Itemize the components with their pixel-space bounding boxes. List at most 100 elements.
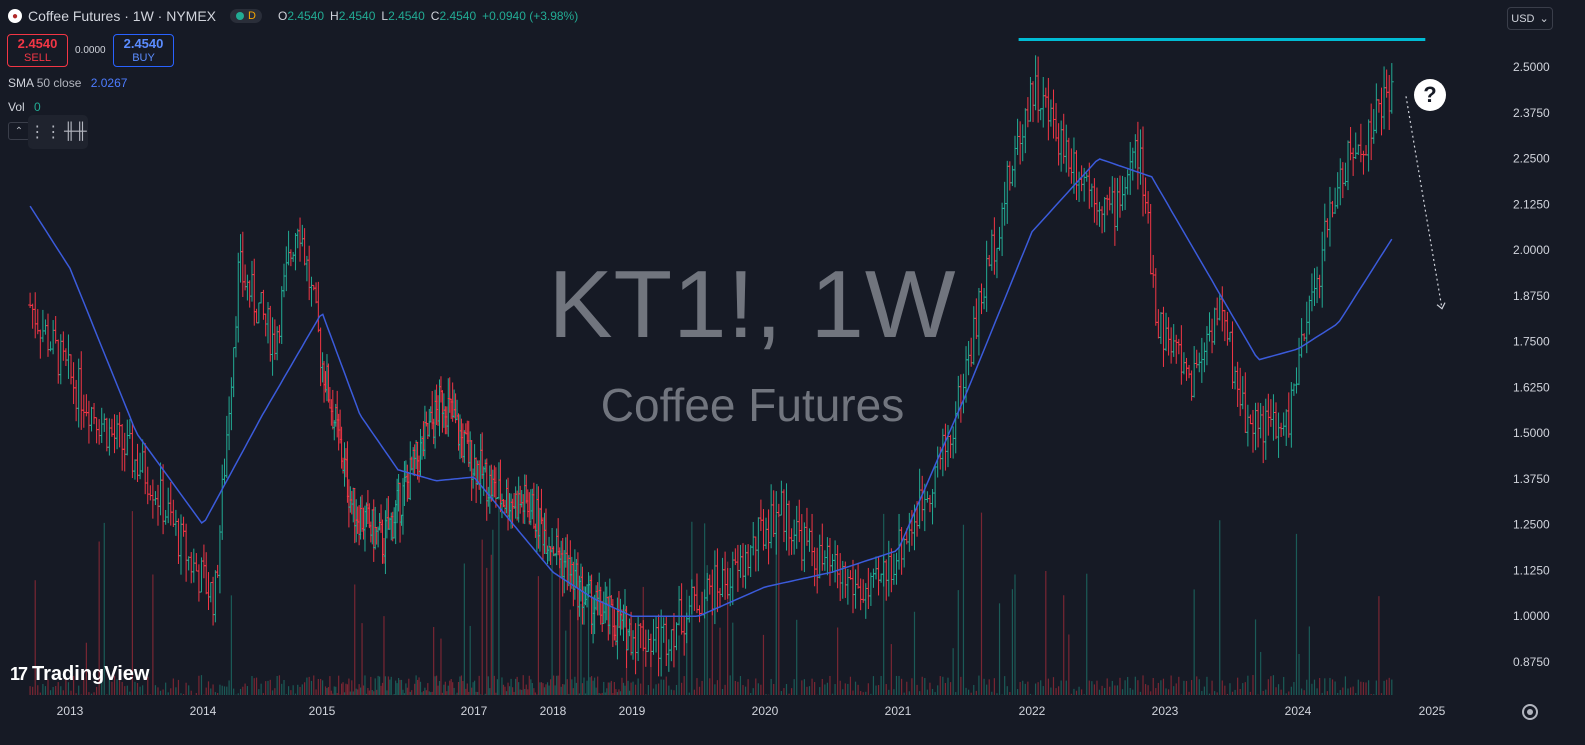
ohlc-bar bbox=[633, 623, 638, 675]
ohlc-bar bbox=[1117, 175, 1122, 218]
ohlc-bar bbox=[735, 544, 740, 592]
price-tick-label: 0.8750 bbox=[1513, 655, 1550, 669]
projection-arrowhead bbox=[1436, 302, 1446, 310]
price-tick-label: 1.0000 bbox=[1513, 609, 1550, 623]
ohlc-bar bbox=[1007, 161, 1012, 191]
ohlc-bar bbox=[1143, 177, 1148, 214]
ohlc-bar bbox=[215, 564, 220, 578]
ohlc-bar bbox=[1102, 197, 1107, 233]
ohlc-bar bbox=[1376, 99, 1381, 113]
ohlc-bar bbox=[1353, 132, 1358, 160]
ohlc-bar bbox=[204, 552, 209, 595]
ohlc-bar bbox=[138, 452, 143, 480]
chart-type-pill[interactable]: ⋮⋮ ╫╫ bbox=[28, 115, 88, 149]
ohlc-bar bbox=[1023, 108, 1028, 154]
price-tick-label: 1.1250 bbox=[1513, 563, 1550, 577]
ohlc-bar bbox=[738, 544, 743, 578]
market-status[interactable]: D bbox=[230, 9, 262, 23]
ohlc-bar bbox=[700, 591, 705, 616]
question-icon[interactable]: ? bbox=[1414, 79, 1446, 111]
ohlc-bar bbox=[858, 578, 863, 611]
drag-handle-icon[interactable]: ⋮⋮ bbox=[29, 124, 62, 141]
ohlc-bar bbox=[1330, 200, 1335, 218]
ohlc-bar bbox=[897, 513, 902, 570]
ohlc-bar bbox=[1141, 126, 1146, 217]
ohlc-bar bbox=[651, 618, 656, 655]
ohlc-bar bbox=[850, 559, 855, 614]
ohlc-bar bbox=[1051, 89, 1056, 139]
ohlc-bar bbox=[794, 505, 799, 549]
ohlc-bar bbox=[1100, 206, 1105, 234]
ohlc-bar bbox=[166, 487, 171, 524]
ohlc-bar bbox=[815, 547, 820, 594]
buy-button[interactable]: 2.4540 BUY bbox=[113, 34, 174, 67]
time-tick-label: 2015 bbox=[309, 704, 336, 718]
ohlc-bar bbox=[758, 499, 763, 532]
ohlc-bar bbox=[1064, 124, 1069, 173]
symbol-legend: ● Coffee Futures · 1W · NYMEX D O2.4540 … bbox=[8, 8, 578, 24]
volume-legend[interactable]: Vol 0 bbox=[8, 100, 41, 114]
ohlc-bar bbox=[1369, 103, 1374, 161]
ohlc-bar bbox=[145, 466, 150, 505]
ohlc-bar bbox=[1333, 187, 1338, 214]
tradingview-logo[interactable]: 17 TradingView bbox=[10, 663, 150, 685]
ohlc-bar bbox=[712, 550, 717, 625]
ohlc-bar bbox=[825, 537, 830, 576]
ohlc-bar bbox=[948, 434, 953, 459]
candles-icon[interactable]: ╫╫ bbox=[63, 123, 87, 140]
ohlc-bar bbox=[150, 479, 155, 519]
ohlc-bar bbox=[646, 629, 651, 652]
ohlc-bar bbox=[810, 513, 815, 567]
ohlc-bar bbox=[1382, 66, 1387, 130]
sell-button[interactable]: 2.4540 SELL bbox=[7, 34, 68, 67]
ohlc-bar bbox=[1046, 77, 1051, 141]
ohlc-bar bbox=[1048, 99, 1053, 127]
ohlc-bar bbox=[1327, 186, 1332, 247]
sma-legend[interactable]: SMA 50 close 2.0267 bbox=[8, 76, 128, 90]
collapse-legend-button[interactable]: ⌃ bbox=[8, 122, 30, 140]
ohlc-bar bbox=[1146, 191, 1151, 224]
ohlc-bar bbox=[925, 491, 930, 503]
chevron-down-icon: ⌄ bbox=[1539, 13, 1549, 25]
ohlc-bar bbox=[1348, 127, 1353, 161]
ohlc-bar bbox=[148, 485, 153, 501]
ohlc-bar bbox=[1010, 165, 1015, 187]
ohlc-bar bbox=[876, 556, 881, 596]
volume-bars bbox=[29, 507, 1393, 695]
ohlc-bar bbox=[201, 544, 206, 579]
ohlc-bar bbox=[853, 569, 858, 609]
ohlc-bar bbox=[715, 548, 720, 613]
ohlc-bar bbox=[300, 224, 305, 247]
ohlc-bar bbox=[743, 544, 748, 589]
price-tick-label: 1.5000 bbox=[1513, 426, 1550, 440]
ohlc-bar bbox=[1387, 74, 1392, 130]
ohlc-bar bbox=[1335, 172, 1340, 209]
symbol-title[interactable]: Coffee Futures · 1W · NYMEX bbox=[28, 8, 217, 24]
ohlc-bar bbox=[682, 616, 687, 656]
ohlc-bar bbox=[1138, 129, 1143, 185]
price-tick-label: 2.5000 bbox=[1513, 60, 1550, 74]
currency-select[interactable]: USD ⌄ bbox=[1507, 7, 1553, 30]
ohlc-bar bbox=[787, 500, 792, 556]
ohlc-bars bbox=[28, 55, 1394, 677]
ohlc-bar bbox=[1120, 175, 1125, 211]
settings-icon[interactable] bbox=[1522, 704, 1538, 720]
ohlc-bar bbox=[135, 443, 140, 483]
ohlc-bar bbox=[1066, 137, 1071, 177]
ohlc-bar bbox=[720, 557, 725, 598]
ohlc-bar bbox=[1094, 187, 1099, 226]
price-tick-label: 1.7500 bbox=[1513, 335, 1550, 349]
ohlc-bar bbox=[1092, 178, 1097, 223]
ohlc-bar bbox=[132, 459, 137, 480]
time-axis: 2013 2014 2015 2017 2018 2019 2020 2021 2022 2023… bbox=[57, 704, 1446, 718]
ohlc-bar bbox=[881, 554, 886, 587]
price-tick-label: 1.6250 bbox=[1513, 380, 1550, 394]
ohlc-bar bbox=[1340, 162, 1345, 199]
ohlc-bar bbox=[1325, 218, 1330, 238]
ohlc-bar bbox=[206, 572, 211, 610]
ohlc-bar bbox=[208, 581, 213, 603]
ohlc-bar bbox=[1033, 55, 1038, 111]
ohlc-bar bbox=[1038, 108, 1043, 121]
